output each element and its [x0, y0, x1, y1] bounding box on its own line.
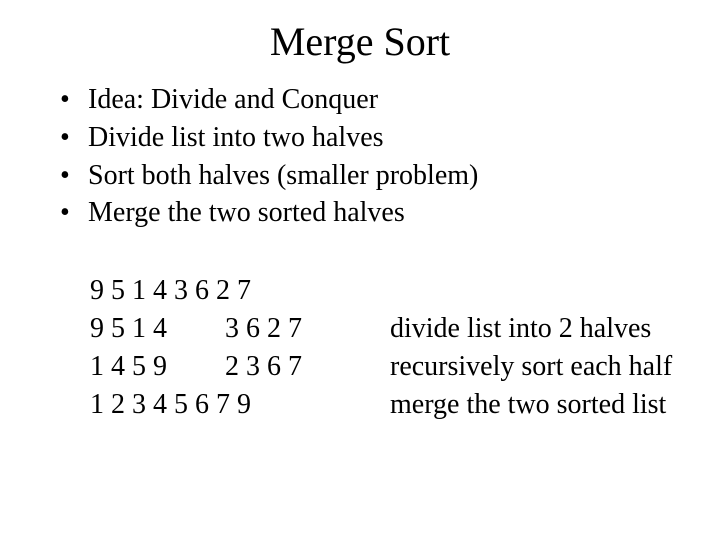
bullet-list: Idea: Divide and Conquer Divide list int…: [0, 81, 720, 232]
bullet-item: Idea: Divide and Conquer: [60, 81, 680, 119]
example-merged: 1 2 3 4 5 6 7 9: [90, 386, 390, 424]
slide-title: Merge Sort: [0, 0, 720, 73]
example-right-half: 2 3 6 7: [225, 348, 390, 386]
example-row-divide: 9 5 1 4 3 6 2 7 divide list into 2 halve…: [90, 310, 690, 348]
example-row-initial: 9 5 1 4 3 6 2 7: [90, 272, 690, 310]
slide: Merge Sort Idea: Divide and Conquer Divi…: [0, 0, 720, 540]
example-block: 9 5 1 4 3 6 2 7 9 5 1 4 3 6 2 7 divide l…: [0, 272, 720, 423]
example-right-half: 3 6 2 7: [225, 310, 390, 348]
example-left-half: 1 4 5 9: [90, 348, 225, 386]
example-step-label: recursively sort each half: [390, 348, 690, 386]
bullet-item: Sort both halves (smaller problem): [60, 157, 680, 195]
example-row-sort: 1 4 5 9 2 3 6 7 recursively sort each ha…: [90, 348, 690, 386]
example-step-label: divide list into 2 halves: [390, 310, 690, 348]
example-left-half: 9 5 1 4: [90, 310, 225, 348]
bullet-item: Merge the two sorted halves: [60, 194, 680, 232]
example-row-merge: 1 2 3 4 5 6 7 9 merge the two sorted lis…: [90, 386, 690, 424]
bullet-item: Divide list into two halves: [60, 119, 680, 157]
example-step-label: merge the two sorted list: [390, 386, 690, 424]
